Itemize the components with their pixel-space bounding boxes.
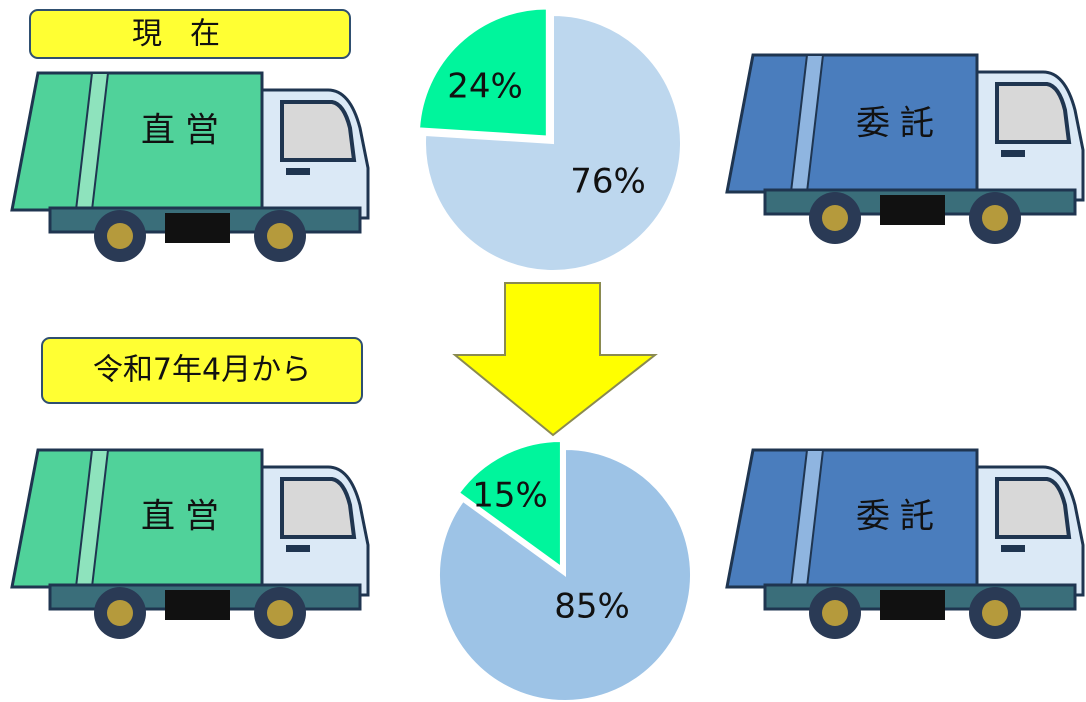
tag-text: 現在 (132, 17, 248, 52)
future-tag: 令和7年4月から (41, 337, 363, 404)
value-label: 76% (570, 162, 646, 202)
pie-slice (418, 7, 548, 138)
pie-slice (438, 447, 692, 702)
contract-truck (725, 53, 1085, 245)
value-label: 24% (447, 67, 523, 107)
contract-truck (725, 448, 1085, 640)
tag-text: 令和7年4月から (93, 353, 311, 388)
truck-label: 直営 (141, 497, 229, 537)
truck-label: 委託 (856, 104, 944, 144)
truck-label: 委託 (856, 497, 944, 537)
pie-slice (457, 439, 562, 569)
direct-truck (10, 448, 370, 640)
current-tag: 現在 (29, 9, 351, 59)
pie-slice (424, 13, 682, 272)
direct-truck (10, 71, 370, 263)
truck-label: 直営 (141, 111, 229, 151)
value-label: 85% (554, 587, 630, 627)
value-label: 15% (472, 476, 548, 516)
arrow (452, 282, 658, 437)
